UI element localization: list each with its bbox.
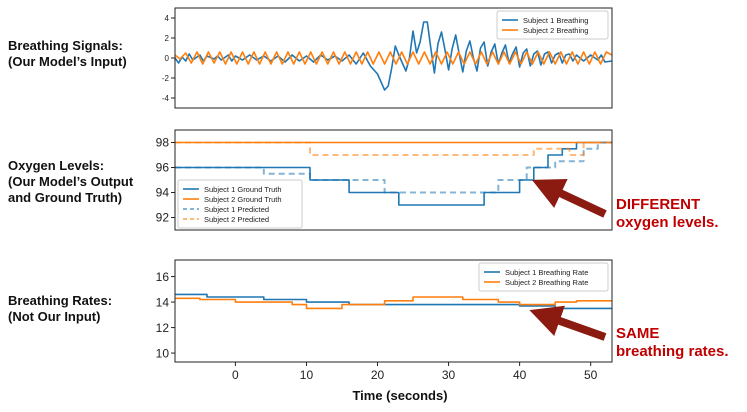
legend-box xyxy=(496,10,609,40)
x-tick-label: 0 xyxy=(232,368,239,382)
legend-entry-label: Subject 1 Predicted xyxy=(204,205,269,214)
series-line-subject-2-breathing xyxy=(175,51,612,65)
arrow-same xyxy=(529,305,607,341)
row-label-line: Breathing Signals: xyxy=(8,38,123,53)
legend-box xyxy=(177,179,303,229)
legend-entry-label: Subject 2 Breathing xyxy=(523,26,588,35)
y-tick-label: 96 xyxy=(156,161,170,175)
series-line-subject-2-predicted xyxy=(175,141,612,156)
y-tick-label: -2 xyxy=(162,74,170,83)
series-line-subject-1-ground-truth xyxy=(175,141,612,206)
callout-line: SAME xyxy=(616,325,660,342)
callout-line: DIFFERENT xyxy=(616,196,701,213)
legend-entry-label: Subject 2 Ground Truth xyxy=(204,195,282,204)
x-tick-label: 40 xyxy=(513,368,527,382)
series-line-subject-1-predicted xyxy=(175,141,612,194)
row-label-line: Breathing Rates: xyxy=(8,293,113,308)
y-tick-label: 2 xyxy=(165,34,170,43)
legend-entry-label: Subject 1 Breathing xyxy=(523,16,588,25)
y-tick-label: 94 xyxy=(156,186,170,200)
row-label-line: (Our Model’s Input) xyxy=(8,54,127,69)
y-tick-label: 14 xyxy=(156,295,170,309)
y-tick-label: 98 xyxy=(156,136,170,150)
y-tick-label: 92 xyxy=(156,211,170,225)
row-label-breathing-rates: Breathing Rates: (Not Our Input) xyxy=(8,293,112,325)
row-label-oxygen-levels: Oxygen Levels: (Our Model’s Output and G… xyxy=(8,158,133,206)
series-line-subject-2-breathing-rate xyxy=(175,296,612,310)
y-tick-label: 12 xyxy=(156,321,170,335)
y-tick-label: 4 xyxy=(165,14,170,23)
row-label-line: Oxygen Levels: xyxy=(8,158,105,173)
callout-line: oxygen levels. xyxy=(616,214,719,231)
row-label-line: and Ground Truth) xyxy=(8,190,123,205)
x-tick-label: 10 xyxy=(300,368,314,382)
callout-line: breathing rates. xyxy=(616,343,729,360)
x-tick-label: 50 xyxy=(584,368,598,382)
legend-box xyxy=(478,262,609,292)
y-tick-label: 16 xyxy=(156,270,170,284)
y-tick-label: -4 xyxy=(162,94,170,103)
axes-frame xyxy=(174,129,613,231)
row-label-line: (Not Our Input) xyxy=(8,309,101,324)
y-tick-label: 0 xyxy=(165,54,170,63)
x-tick-label: 30 xyxy=(442,368,456,382)
row-label-line: (Our Model’s Output xyxy=(8,174,134,189)
legend-entry-label: Subject 2 Breathing Rate xyxy=(505,278,588,287)
x-axis-label: Time (seconds) xyxy=(352,388,448,403)
legend-entry-label: Subject 1 Breathing Rate xyxy=(505,268,588,277)
panel-breathing-rates: 16 14 12 10 0 10 20 30 40 50 Subject 1 Breathing R… xyxy=(156,259,613,382)
x-tick-label: 20 xyxy=(371,368,385,382)
legend-entry-label: Subject 2 Predicted xyxy=(204,215,269,224)
y-tick-label: 10 xyxy=(156,346,170,360)
arrow-different xyxy=(531,178,607,218)
callout-different-oxygen: DIFFERENT oxygen levels. xyxy=(616,196,719,232)
legend-entry-label: Subject 1 Ground Truth xyxy=(204,185,282,194)
row-label-breathing-signals: Breathing Signals: (Our Model’s Input) xyxy=(8,38,127,70)
callout-same-breathing: SAME breathing rates. xyxy=(616,325,729,361)
axes-frame xyxy=(174,259,613,363)
